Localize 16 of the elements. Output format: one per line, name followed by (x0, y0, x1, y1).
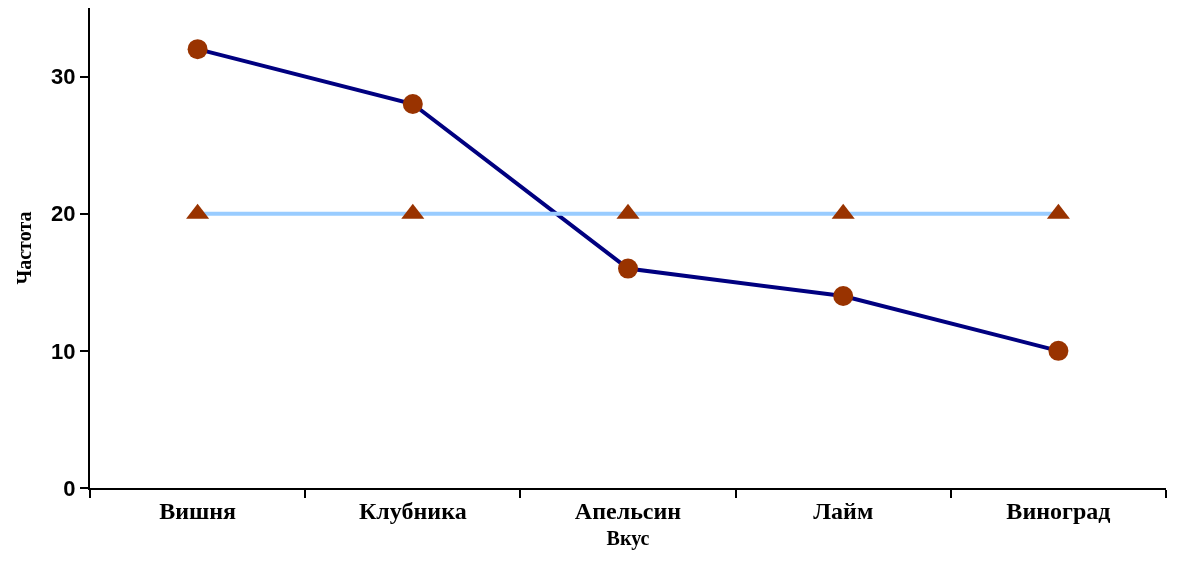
y-tick-label: 10 (51, 338, 76, 364)
x-tick-label: Вишня (159, 497, 237, 524)
x-tick-label: Лайм (813, 497, 874, 524)
point (1048, 340, 1069, 361)
point (187, 39, 208, 60)
point (833, 286, 854, 306)
point (402, 94, 423, 114)
point (618, 258, 638, 279)
y-tick-label: 20 (51, 201, 76, 227)
x-tick-label: Виноград (1006, 497, 1111, 524)
y-axis-title: Частота (13, 211, 36, 285)
x-axis-title: Вкус (606, 526, 650, 550)
y-tick-label: 0 (63, 475, 76, 501)
x-tick-label: Апельсин (574, 497, 682, 524)
x-tick-label: Клубника (358, 497, 467, 524)
y-tick-label: 30 (51, 64, 76, 90)
